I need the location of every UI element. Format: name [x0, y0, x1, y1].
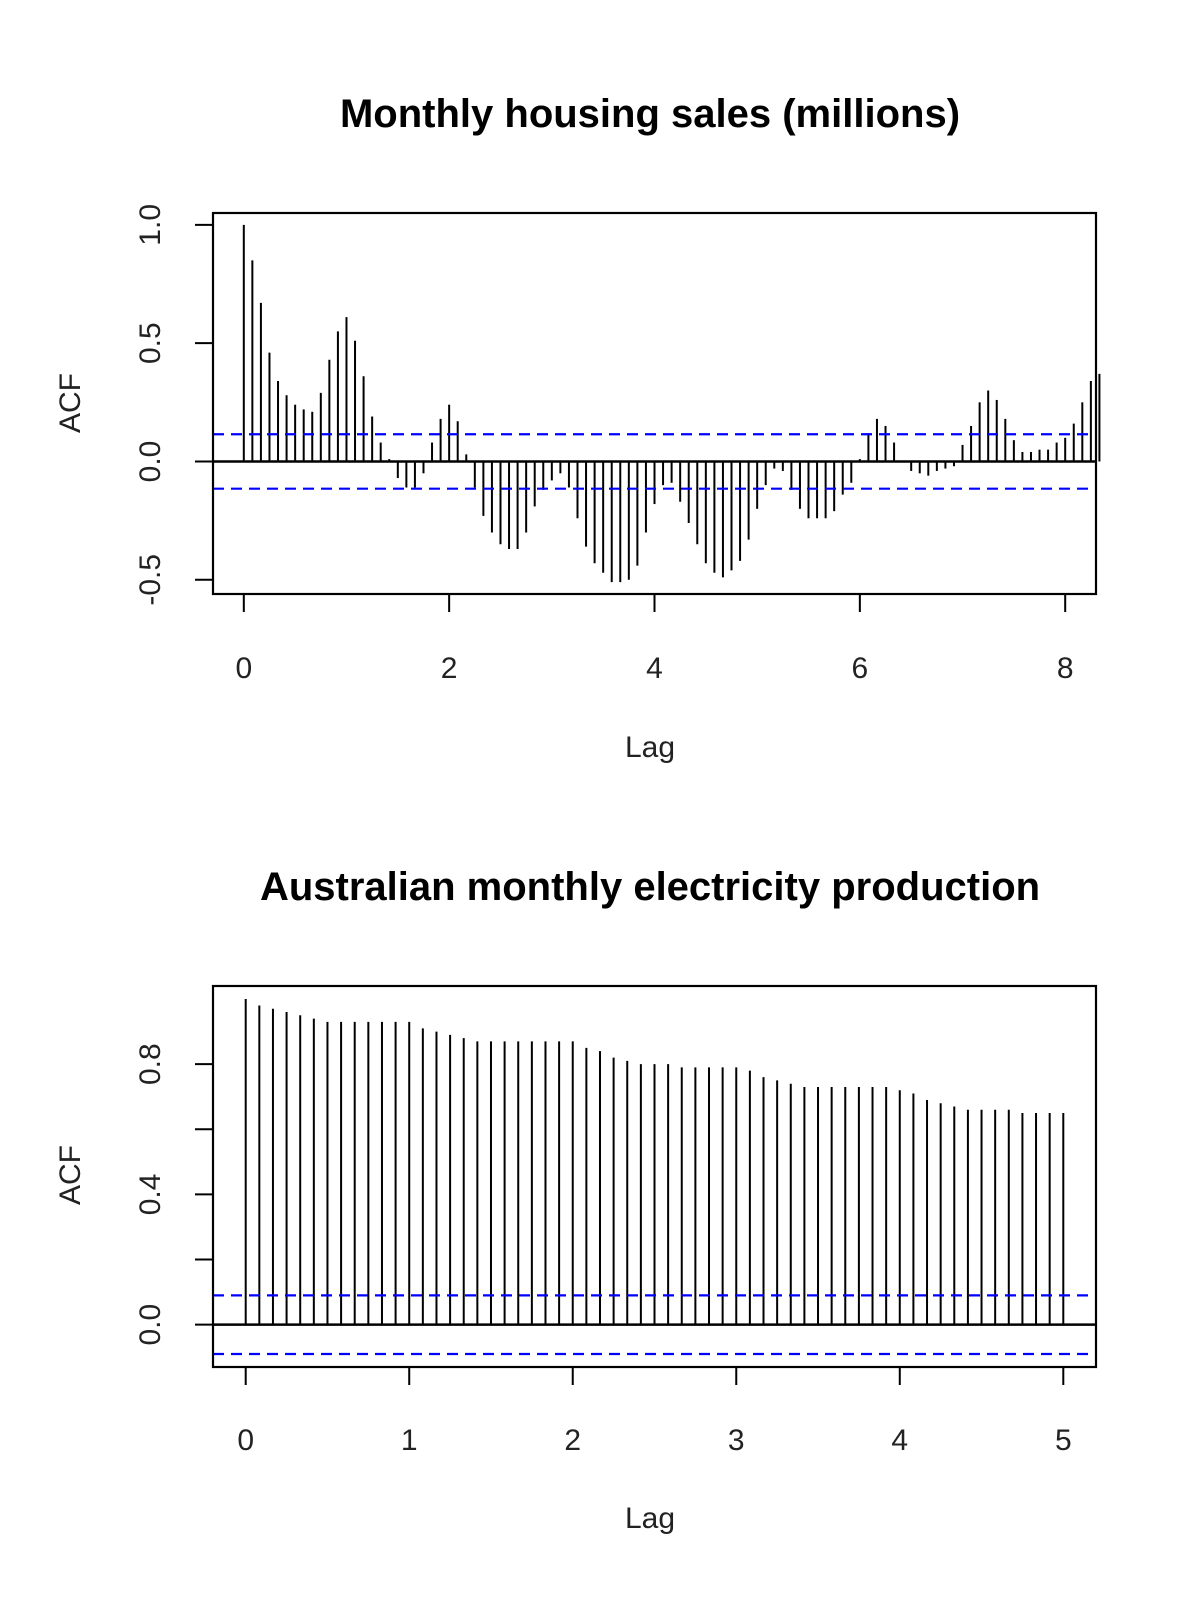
plot-area: 0 2 4 6 8 -0.5 0.0 0.5 1.0	[134, 204, 1101, 685]
x-tick-label: 3	[728, 1424, 745, 1457]
x-tick-label: 1	[401, 1424, 418, 1457]
y-tick-label: 0.5	[134, 322, 167, 364]
y-axis-label: ACF	[54, 373, 87, 433]
plot-frame	[211, 984, 1098, 1369]
x-tick-label: 8	[1057, 652, 1074, 685]
y-tick-label: -0.5	[134, 554, 167, 606]
x-tick-label: 4	[891, 1424, 908, 1457]
y-axis-label: ACF	[54, 1145, 87, 1205]
x-tick-label: 0	[237, 1424, 254, 1457]
y-tick-label: 0.0	[134, 1304, 167, 1346]
x-tick-label: 6	[852, 652, 869, 685]
chart-title: Australian monthly electricity productio…	[260, 865, 1040, 909]
electricity-acf-chart: Australian monthly electricity productio…	[54, 865, 1098, 1535]
x-axis-label: Lag	[625, 731, 675, 764]
x-tick-label: 2	[441, 652, 458, 685]
chart-title: Monthly housing sales (millions)	[340, 92, 960, 136]
x-tick-label: 4	[646, 652, 663, 685]
x-tick-label: 0	[235, 652, 252, 685]
x-tick-label: 2	[564, 1424, 581, 1457]
y-tick-label: 0.0	[134, 441, 167, 483]
y-tick-label: 0.8	[134, 1043, 167, 1085]
housing-acf-chart: Monthly housing sales (millions) Lag ACF…	[54, 92, 1101, 764]
y-tick-label: 0.4	[134, 1174, 167, 1216]
y-tick-label: 1.0	[134, 204, 167, 246]
x-axis-label: Lag	[625, 1502, 675, 1535]
plot-frame	[211, 211, 1098, 596]
x-tick-label: 5	[1055, 1424, 1072, 1457]
plot-area: 0 1 2 3 4 5 0.0 0.4 0.8	[134, 984, 1098, 1457]
